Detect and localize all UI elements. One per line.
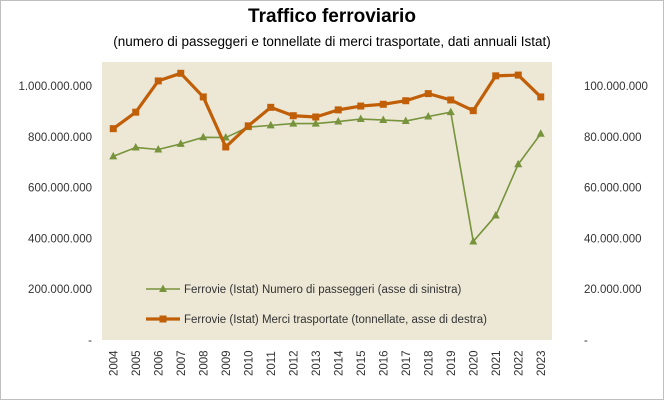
data-point-marker [401, 116, 410, 125]
x-tick-label: 2009 [221, 350, 233, 376]
right-tick-label: 80.000.000 [584, 132, 642, 144]
x-tick-label: 2023 [536, 350, 548, 376]
x-tick-label: 2022 [513, 350, 525, 376]
data-point-marker [154, 77, 162, 85]
right-tick-label: 60.000.000 [584, 183, 642, 195]
data-point-marker [109, 151, 118, 160]
data-point-marker [469, 107, 477, 115]
data-point-marker [154, 145, 163, 153]
data-point-marker [266, 120, 275, 129]
data-point-marker [514, 159, 523, 168]
data-point-marker [199, 132, 208, 141]
x-tick-label: 2013 [311, 350, 323, 376]
right-tick-label: - [584, 335, 588, 347]
legend-label-1: Ferrovie (Istat) Merci trasportate (tonn… [184, 314, 487, 326]
data-point-marker [379, 100, 387, 108]
x-tick-label: 2012 [288, 350, 300, 376]
left-tick-label: 200.000.000 [28, 284, 92, 296]
x-tick-label: 2015 [356, 350, 368, 376]
data-point-marker [402, 97, 410, 105]
right-tick-label: 20.000.000 [584, 284, 642, 296]
left-tick-label: 400.000.000 [28, 233, 92, 245]
x-tick-label: 2019 [446, 350, 458, 376]
data-point-marker [537, 93, 545, 101]
x-tick-label: 2021 [491, 350, 503, 376]
right-axis-ticks: - 20.000.000 40.000.000 60.000.000 80.000.00… [584, 81, 648, 347]
data-point-marker [312, 113, 320, 121]
data-point-marker [109, 125, 117, 133]
series-line-1 [112, 71, 542, 149]
legend: Ferrovie (Istat) Numero di passeggeri (a… [146, 284, 487, 326]
chart-title: Traffico ferroviario [248, 6, 416, 27]
data-point-marker [356, 114, 365, 123]
x-tick-label: 2006 [153, 350, 165, 376]
data-point-marker [447, 96, 455, 104]
data-point-marker [469, 236, 478, 245]
data-point-marker [222, 143, 230, 151]
x-tick-label: 2018 [423, 350, 435, 376]
data-point-marker [289, 119, 298, 127]
data-point-marker [536, 129, 545, 137]
data-point-marker [132, 108, 140, 116]
x-tick-label: 2004 [108, 350, 120, 376]
data-point-marker [357, 102, 365, 110]
data-point-marker [491, 211, 500, 219]
legend-marker-1 [159, 315, 167, 323]
data-point-marker [334, 106, 342, 114]
legend-label-0: Ferrovie (Istat) Numero di passeggeri (a… [184, 284, 462, 296]
x-tick-label: 2014 [333, 350, 345, 376]
data-point-marker [311, 119, 320, 127]
x-tick-label: 2017 [401, 350, 413, 376]
x-tick-label: 2016 [378, 350, 390, 376]
x-tick-label: 2005 [131, 350, 143, 376]
x-tick-label: 2008 [198, 350, 210, 376]
data-point-marker [244, 122, 252, 130]
x-tick-label: 2020 [468, 350, 480, 376]
left-tick-label: 1.000.000.000 [18, 81, 92, 93]
series-line-0 [112, 111, 542, 243]
x-tick-label: 2007 [176, 350, 188, 376]
data-point-marker [492, 72, 500, 80]
plot-area [102, 62, 552, 340]
data-point-marker [424, 111, 433, 120]
left-tick-label: 800.000.000 [28, 132, 92, 144]
chart-subtitle: (numero di passeggeri e tonnellate di me… [113, 34, 551, 49]
left-axis-ticks: - 200.000.000 400.000.000 600.000.000 800.00… [18, 81, 92, 347]
data-point-marker [424, 90, 432, 98]
data-point-marker [176, 139, 185, 147]
x-tick-label: 2010 [243, 350, 255, 376]
left-tick-label: 600.000.000 [28, 183, 92, 195]
series-layer [109, 69, 545, 245]
data-point-marker [379, 115, 388, 124]
data-point-marker [177, 69, 185, 77]
left-tick-label: - [88, 335, 92, 347]
data-point-marker [446, 107, 455, 116]
data-point-marker [199, 93, 207, 101]
data-point-marker [267, 103, 275, 111]
data-point-marker [131, 142, 140, 151]
data-point-marker [334, 117, 343, 125]
legend-marker-0 [159, 284, 167, 292]
right-tick-label: 40.000.000 [584, 233, 642, 245]
x-tick-label: 2011 [266, 351, 278, 376]
data-point-marker [289, 112, 297, 120]
data-point-marker [514, 71, 522, 79]
right-tick-label: 100.000.000 [584, 81, 648, 93]
x-axis-ticks: 2004 2005 2006 2007 2008 2009 2010 2011 2012 2013… [108, 350, 548, 376]
